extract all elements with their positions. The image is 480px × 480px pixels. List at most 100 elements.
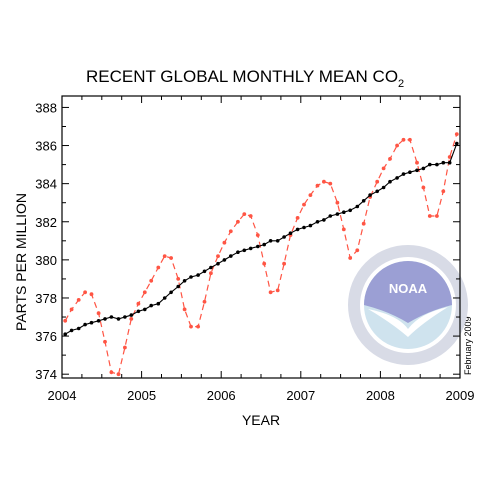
series-1-point — [169, 256, 174, 260]
series-1-point — [76, 298, 81, 302]
series-1-point — [162, 254, 167, 258]
series-2-point — [189, 275, 193, 279]
series-2-point — [182, 279, 187, 283]
series-2-point — [308, 223, 313, 228]
series-2-point — [242, 248, 247, 253]
x-axis: 2004 2005 2006 2007 2008 2009 — [48, 96, 475, 403]
chart-title: RECENT GLOBAL MONTHLY MEAN CO2 — [86, 67, 404, 90]
series-2-point — [408, 170, 412, 174]
plot-frame — [61, 95, 461, 379]
series-1-point — [242, 212, 247, 217]
series-1-point — [454, 132, 459, 137]
series-2-point — [335, 212, 340, 216]
x-tick-label: 2008 — [366, 388, 395, 403]
y-tick-label: 374 — [35, 367, 57, 382]
series-2-point — [268, 239, 273, 243]
series-1-point — [136, 301, 141, 306]
series-2-point — [375, 189, 380, 194]
series-2-point — [447, 160, 452, 165]
series-1-line — [64, 133, 458, 375]
series-2-point — [368, 193, 372, 197]
series-2-point — [236, 250, 240, 254]
series-1-point — [116, 372, 121, 377]
series-1-point — [209, 271, 213, 276]
logo-ring — [348, 245, 468, 365]
series-1-point — [341, 227, 346, 232]
series-2-point — [421, 166, 426, 171]
series-layer — [63, 132, 459, 377]
series-1-point — [322, 179, 326, 184]
noaa-logo: NOAA — [348, 245, 468, 365]
series-1-point — [355, 248, 360, 253]
series-1-point — [282, 261, 286, 266]
series-2-point — [76, 326, 81, 331]
series-1-point — [401, 137, 406, 142]
series-2-point — [348, 208, 353, 213]
series-1-point — [447, 155, 452, 159]
series-2-point — [89, 320, 94, 325]
y-tick-label: 384 — [35, 177, 57, 192]
y-axis: 374 376 378 380 382 384 386 388 — [35, 100, 460, 382]
x-tick-label: 2007 — [286, 388, 315, 403]
series-1-point — [222, 240, 227, 245]
x-axis-label: YEAR — [242, 412, 280, 428]
x-tick-label: 2009 — [446, 388, 475, 403]
series-2-point — [322, 218, 326, 222]
series-1-point — [375, 179, 380, 184]
x-tick-label: 2005 — [127, 388, 156, 403]
series-2-point — [216, 261, 220, 266]
series-2-point — [136, 309, 141, 314]
series-2-point — [143, 307, 147, 312]
y-tick-label: 388 — [35, 100, 57, 115]
series-2-point — [116, 317, 121, 321]
series-1-point — [308, 193, 313, 198]
series-1-point — [142, 290, 147, 295]
series-2-point — [63, 332, 67, 337]
series-2-point — [229, 254, 233, 258]
series-2-point — [262, 242, 267, 247]
series-2-point — [248, 246, 253, 251]
series-2-point — [315, 220, 320, 224]
series-1-point — [89, 292, 94, 297]
series-1-point — [228, 229, 233, 234]
series-1-point — [268, 290, 273, 295]
series-1-point — [156, 265, 161, 270]
logo-sky — [364, 261, 452, 323]
series-1-point — [421, 185, 426, 190]
series-2-point — [156, 301, 161, 306]
series-2-point — [196, 273, 200, 277]
series-2-point — [288, 231, 293, 235]
series-2-point — [222, 258, 227, 262]
series-1-point — [149, 278, 154, 283]
date-note: February 2009 — [463, 316, 473, 375]
series-1-point — [196, 324, 201, 329]
series-1-point — [202, 299, 207, 304]
series-1-point — [248, 214, 253, 218]
series-2-point — [415, 168, 419, 173]
series-1-point — [395, 143, 399, 148]
x-tick-label: 2004 — [48, 388, 77, 403]
y-tick-label: 378 — [35, 291, 57, 306]
series-1-point — [123, 345, 127, 350]
series-2-point — [455, 141, 459, 146]
y-tick-label: 382 — [35, 215, 57, 230]
series-1-point — [415, 160, 419, 165]
series-2-point — [401, 172, 406, 176]
series-2-point — [275, 239, 280, 243]
series-2-point — [381, 185, 386, 190]
series-1-point — [189, 324, 193, 329]
series-1-point — [315, 183, 320, 188]
series-1-point — [262, 261, 267, 266]
series-2-point — [83, 322, 87, 327]
y-tick-label: 386 — [35, 139, 57, 154]
series-2-point — [129, 313, 134, 317]
logo-bird — [368, 307, 448, 337]
series-2-point — [295, 227, 300, 232]
series-1-point — [182, 307, 187, 312]
series-1-point — [408, 137, 412, 142]
series-2-point — [96, 319, 101, 323]
series-1-point — [328, 181, 333, 186]
series-1-point — [129, 317, 134, 321]
series-1-point — [109, 370, 114, 375]
series-1-point — [255, 233, 260, 238]
